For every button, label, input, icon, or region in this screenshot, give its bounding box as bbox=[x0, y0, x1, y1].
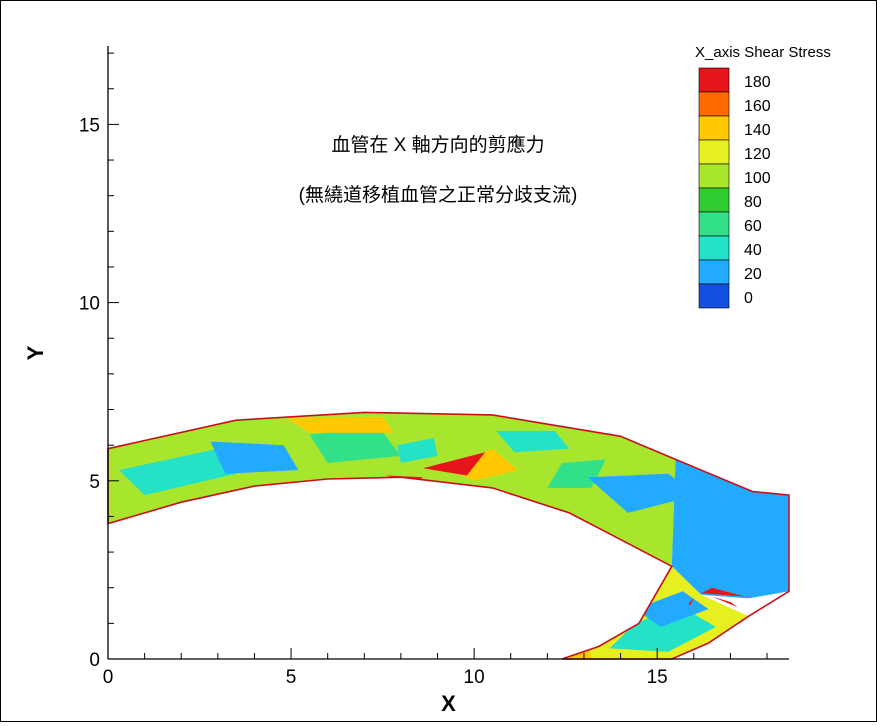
x-axis-title: X bbox=[441, 691, 456, 716]
legend-swatch bbox=[698, 163, 730, 189]
contour-regions bbox=[108, 412, 789, 659]
contour-region-180 bbox=[422, 452, 486, 476]
legend-label: 180 bbox=[744, 74, 771, 91]
contour-region-20 bbox=[587, 473, 698, 513]
contour-region-180 bbox=[712, 596, 738, 608]
legend-swatch bbox=[698, 187, 730, 213]
legend-label: 160 bbox=[744, 98, 771, 115]
legend-swatch bbox=[698, 235, 730, 261]
legend-label: 100 bbox=[744, 170, 771, 187]
legend-swatch bbox=[698, 211, 730, 237]
legend-label: 120 bbox=[744, 146, 771, 163]
axes: 0 5 10 15 0 5 10 15 X Y bbox=[23, 46, 789, 716]
contour-region-60 bbox=[309, 427, 401, 463]
contour-region-60 bbox=[547, 459, 606, 488]
y-tick-label: 5 bbox=[89, 472, 100, 493]
legend-label: 140 bbox=[744, 122, 771, 139]
legend-label: 20 bbox=[744, 266, 762, 283]
legend-swatch bbox=[698, 259, 730, 285]
contour-region-40 bbox=[609, 605, 716, 652]
legend-label: 40 bbox=[744, 242, 762, 259]
y-tick-label: 10 bbox=[79, 294, 100, 315]
annotations: 血管在 X 軸方向的剪應力 (無繞道移植血管之正常分歧支流) bbox=[299, 133, 578, 206]
contour-region-40 bbox=[397, 438, 438, 463]
legend-label: 80 bbox=[744, 194, 762, 211]
contour-region-40 bbox=[119, 448, 237, 496]
annotation-line-1: 血管在 X 軸方向的剪應力 bbox=[331, 133, 544, 156]
contour-region-40 bbox=[496, 430, 570, 453]
contour-region-140 bbox=[287, 416, 394, 433]
contour-region-20 bbox=[635, 591, 709, 627]
contour-region-100 bbox=[108, 412, 676, 567]
contour-region-20 bbox=[671, 459, 789, 599]
annotation-line-2: (無繞道移植血管之正常分歧支流) bbox=[299, 184, 578, 206]
contour-region-180 bbox=[688, 598, 694, 606]
x-tick-label: 0 bbox=[103, 667, 114, 688]
x-tick-label: 15 bbox=[647, 667, 668, 688]
legend: X_axis Shear Stress 180 160 140 120 100 80 60 40… bbox=[695, 44, 831, 309]
y-tick-label: 15 bbox=[79, 115, 100, 136]
legend-swatch bbox=[698, 139, 730, 165]
legend-swatch bbox=[698, 115, 730, 141]
legend-swatch bbox=[698, 91, 730, 117]
y-tick-label: 0 bbox=[89, 650, 100, 671]
legend-label: 0 bbox=[744, 290, 753, 307]
legend-title: X_axis Shear Stress bbox=[695, 44, 831, 61]
contour-region-180 bbox=[701, 587, 746, 597]
x-tick-label: 10 bbox=[464, 667, 485, 688]
x-tick-label: 5 bbox=[286, 667, 297, 688]
legend-label: 60 bbox=[744, 218, 762, 235]
legend-swatch bbox=[698, 67, 730, 93]
contour-region-20 bbox=[210, 441, 299, 474]
legend-swatch bbox=[698, 283, 730, 309]
y-axis-title: Y bbox=[23, 345, 48, 360]
